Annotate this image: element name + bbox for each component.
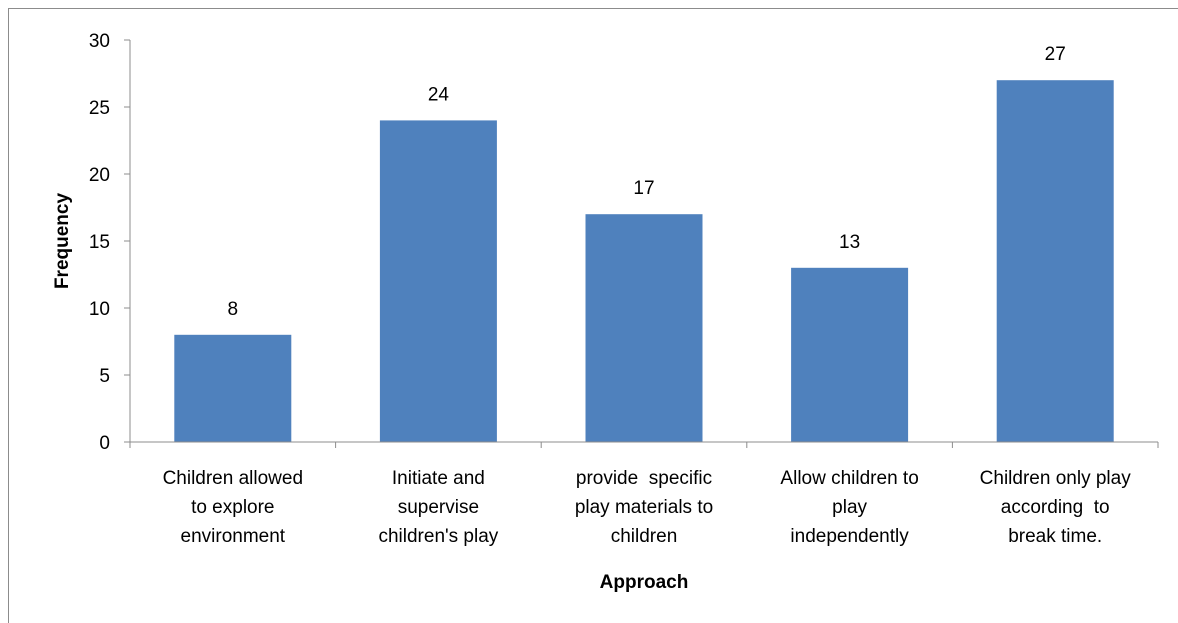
- bar: [585, 214, 703, 442]
- category-label: Children allowed to explore environment: [163, 468, 303, 547]
- category-label: provide specific play materials to childre…: [575, 468, 713, 547]
- bar: [174, 334, 292, 442]
- y-tick-label: 25: [89, 98, 110, 119]
- y-tick-label: 30: [89, 31, 110, 52]
- category-label: Initiate and supervise children's play: [378, 468, 498, 547]
- bar: [996, 80, 1114, 442]
- data-label: 27: [1045, 44, 1066, 65]
- data-label: 8: [228, 299, 239, 320]
- bar: [791, 267, 909, 442]
- x-axis-title: Approach: [600, 572, 689, 593]
- data-label: 24: [428, 84, 450, 105]
- y-tick-label: 15: [89, 232, 110, 253]
- bar: [379, 120, 497, 443]
- y-tick-label: 10: [89, 299, 110, 320]
- y-tick-label: 5: [99, 366, 110, 387]
- y-tick-label: 0: [99, 433, 110, 454]
- category-label: Allow children to play independently: [780, 468, 918, 547]
- bars: [174, 80, 1114, 443]
- y-axis-ticks: 0 5 10 15 20 25 30: [89, 31, 130, 454]
- data-label: 17: [633, 178, 654, 199]
- data-labels: 8 24 17 13 27: [228, 44, 1066, 320]
- category-labels: Children allowed to explore environment Ini…: [129, 442, 1159, 547]
- category-label: Children only play according to break time…: [980, 468, 1132, 547]
- data-label: 13: [839, 232, 860, 253]
- y-tick-label: 20: [89, 165, 110, 186]
- y-axis-title: Frequency: [52, 193, 73, 290]
